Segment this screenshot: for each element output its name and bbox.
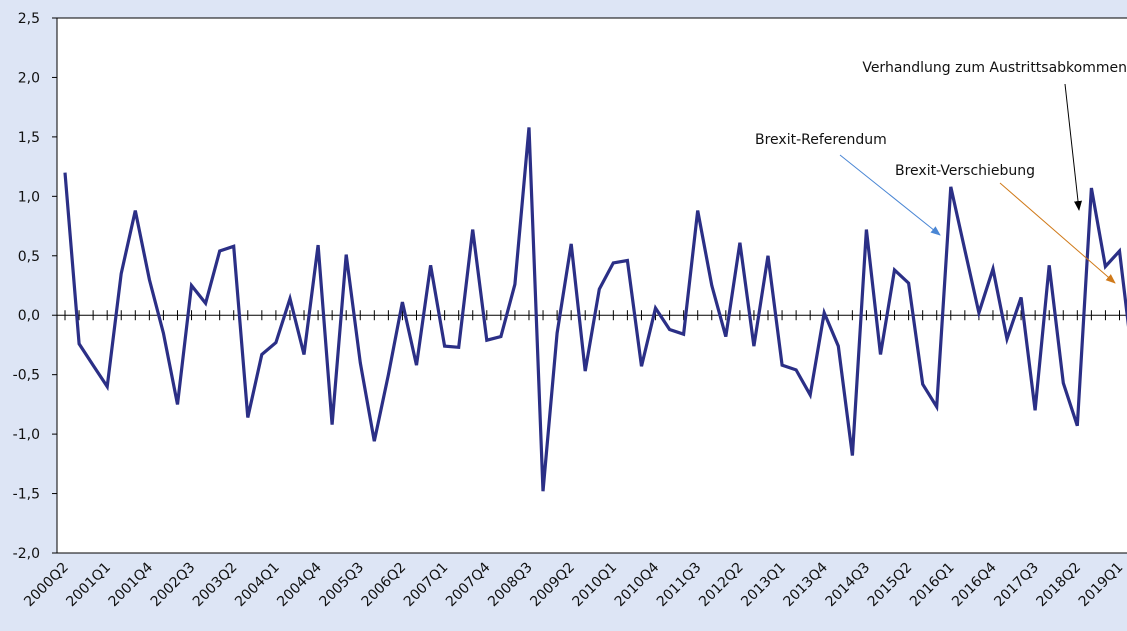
x-tick-label: 2014Q3 — [823, 560, 874, 611]
x-tick-label: 2007Q4 — [443, 559, 494, 610]
x-tick-label: 2013Q1 — [738, 560, 789, 611]
x-tick-label: 2013Q4 — [780, 559, 831, 610]
x-tick-label: 2008Q3 — [485, 560, 536, 611]
annotation: Verhandlung zum Austrittsabkommen — [862, 60, 1127, 76]
x-tick-label: 2015Q2 — [865, 560, 916, 611]
x-tick-label: 2019Q1 — [1076, 560, 1127, 611]
y-tick-label: -2,0 — [13, 546, 40, 562]
x-tick-label: 2002Q3 — [148, 560, 199, 611]
x-tick-label: 2009Q2 — [527, 560, 578, 611]
x-tick-label: 2007Q1 — [401, 560, 452, 611]
x-tick-label: 2012Q2 — [696, 560, 747, 611]
x-tick-label: 2011Q3 — [654, 560, 705, 611]
annotation-arrow — [1064, 83, 1082, 211]
annotation: Brexit-Referendum — [755, 132, 887, 148]
x-tick-label: 2010Q1 — [570, 560, 621, 611]
line — [63, 127, 1127, 492]
x-tick-label: 2000Q2 — [21, 560, 72, 611]
x-tick-label: 2016Q4 — [949, 559, 1000, 610]
y-tick-label: 2,5 — [18, 11, 40, 27]
y-tick-label: 0,5 — [18, 249, 40, 265]
annotation: Brexit-Verschiebung — [895, 163, 1035, 179]
x-tick-label: 2016Q1 — [907, 560, 958, 611]
x-tick-label: 2003Q2 — [190, 560, 241, 611]
x-tick-label: 2001Q4 — [106, 559, 157, 610]
y-tick-label: 2,0 — [18, 70, 40, 86]
x-tick-label: 2004Q4 — [274, 559, 325, 610]
y-tick-label: -1,0 — [13, 427, 40, 443]
annotation-arrow — [839, 154, 941, 236]
series-group — [63, 127, 1127, 492]
x-tick-label: 2017Q3 — [991, 560, 1042, 611]
y-tick-label: 1,5 — [18, 130, 40, 146]
x-tick-label: 2001Q1 — [63, 560, 114, 611]
x-tick-label: 2005Q3 — [316, 560, 367, 611]
annotation-arrow — [999, 182, 1116, 284]
x-tick-label: 2004Q1 — [232, 560, 283, 611]
y-tick-label: 1,0 — [18, 189, 40, 205]
x-tick-label: 2018Q2 — [1034, 560, 1085, 611]
x-tick-label: 2006Q2 — [359, 560, 410, 611]
plot-area — [56, 17, 1127, 554]
y-tick-label: 0,0 — [18, 308, 40, 324]
y-tick-label: -0,5 — [13, 368, 40, 384]
x-tick-label: 2010Q4 — [612, 559, 663, 610]
y-tick-label: -1,5 — [13, 487, 40, 503]
